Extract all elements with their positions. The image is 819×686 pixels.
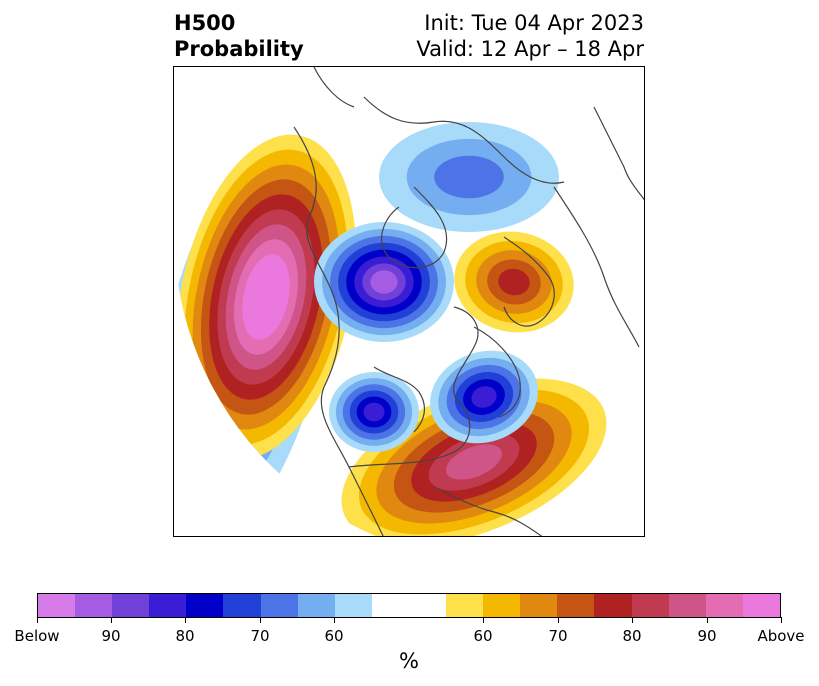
colorbar-tick-label: 90	[101, 627, 121, 645]
colorbar-tick-label: 60	[324, 627, 344, 645]
map-panel	[173, 66, 645, 537]
colorbar-segment	[371, 594, 409, 617]
coastline	[473, 326, 521, 418]
colorbar-segment	[38, 594, 76, 617]
colorbar-segment	[594, 594, 632, 617]
colorbar-segment	[631, 594, 669, 617]
colorbar-tick	[781, 617, 782, 623]
chart-title-left: H500 Probability	[174, 10, 304, 62]
coastline	[503, 236, 555, 327]
coastline	[373, 366, 426, 433]
probability-contour	[434, 155, 504, 199]
colorbar-tick-label: 90	[697, 627, 717, 645]
anomaly-siberia-below	[379, 122, 559, 232]
colorbar-tick	[707, 617, 708, 623]
colorbar-tick	[185, 617, 186, 623]
coastline	[593, 106, 644, 203]
coastline	[348, 306, 479, 468]
colorbar-tick	[260, 617, 261, 623]
colorbar-tick	[632, 617, 633, 623]
probability-contour	[370, 270, 398, 294]
colorbar-tick-label: 80	[622, 627, 642, 645]
colorbar-tick	[37, 617, 38, 623]
colorbar-segment	[112, 594, 150, 617]
colorbar-tick	[483, 617, 484, 623]
probability-contour	[363, 402, 385, 422]
colorbar-tick-label: 70	[250, 627, 270, 645]
colorbar-tick-label: Below	[14, 627, 60, 645]
colorbar-segment	[483, 594, 521, 617]
colorbar-tick-label: Above	[757, 627, 805, 645]
colorbar-segment	[223, 594, 261, 617]
colorbar-segment	[186, 594, 224, 617]
title-product: Probability	[174, 37, 304, 61]
probability-contour	[250, 269, 282, 325]
coastline	[433, 486, 545, 536]
colorbar-segment	[742, 594, 780, 617]
chart-title-right: Init: Tue 04 Apr 2023 Valid: 12 Apr – 18…	[416, 10, 644, 62]
probability-contour	[498, 268, 530, 296]
colorbar	[37, 593, 781, 618]
colorbar-segment	[408, 594, 447, 617]
colorbar-unit: %	[399, 649, 419, 673]
colorbar-segment	[446, 594, 484, 617]
colorbar-segment	[149, 594, 187, 617]
coastline	[380, 186, 448, 269]
anomaly-us-southeast-atlantic-above	[341, 378, 607, 536]
anomaly-central-canada-below	[329, 372, 419, 452]
colorbar-tick-label: 80	[175, 627, 195, 645]
colorbar-segment	[334, 594, 372, 617]
colorbar-tick	[558, 617, 559, 623]
init-date: Init: Tue 04 Apr 2023	[424, 11, 644, 35]
coastline	[363, 96, 565, 184]
probability-map	[174, 67, 644, 536]
colorbar-segment	[557, 594, 595, 617]
colorbar-tick	[111, 617, 112, 623]
colorbar-tick	[334, 617, 335, 623]
probability-contour	[446, 444, 502, 480]
probability-contour	[471, 386, 497, 408]
anomaly-west-pacific-above	[176, 134, 356, 460]
colorbar-segment	[705, 594, 743, 617]
anomaly-arctic-below	[314, 222, 454, 342]
coastline	[313, 67, 355, 108]
valid-range: Valid: 12 Apr – 18 Apr	[416, 37, 644, 61]
title-variable: H500	[174, 11, 236, 35]
colorbar-tick-label: 70	[548, 627, 568, 645]
colorbar-segment	[668, 594, 706, 617]
colorbar-segment	[297, 594, 335, 617]
colorbar-tick-label: 60	[473, 627, 493, 645]
colorbar-segment	[520, 594, 558, 617]
colorbar-segment	[75, 594, 113, 617]
coastline	[553, 186, 640, 348]
colorbar-segment	[260, 594, 298, 617]
anomaly-labrador-below	[430, 350, 538, 444]
anomaly-scandinavia-above	[454, 231, 574, 333]
